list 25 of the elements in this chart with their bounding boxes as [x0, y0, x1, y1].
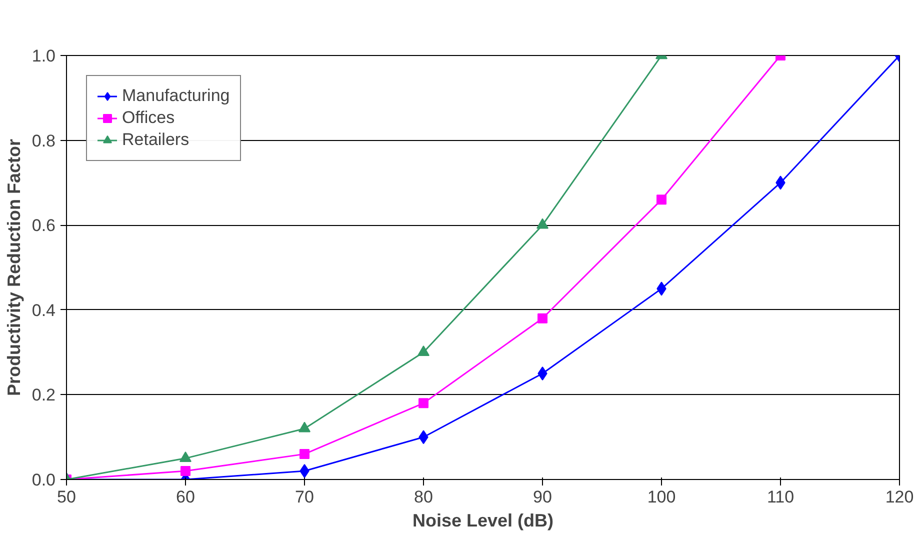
- x-tick-label: 110: [766, 488, 794, 506]
- x-tick-label: 80: [414, 488, 433, 506]
- y-tick-label: 0.2: [32, 386, 56, 405]
- point: [180, 451, 192, 462]
- legend-label: Manufacturing: [122, 86, 230, 106]
- y-tick-label: 0.4: [32, 300, 56, 320]
- y-tick-label: 1.0: [32, 46, 56, 66]
- point: [538, 313, 548, 324]
- x-tick-label: 90: [533, 488, 552, 506]
- y-axis-title: Productivity Reduction Factor: [4, 138, 24, 396]
- y-tick-label: 0.8: [32, 131, 56, 150]
- y-tick-label: 0.6: [32, 216, 56, 236]
- x-tick-label: 120: [885, 488, 914, 506]
- x-tick-label: 100: [647, 488, 676, 506]
- legend-label: Retailers: [122, 130, 190, 150]
- point: [538, 366, 548, 380]
- point: [418, 345, 430, 356]
- legend-label: Offices: [122, 108, 175, 128]
- y-tick-label: 0.0: [32, 470, 56, 490]
- x-axis-title: Noise Level (dB): [412, 510, 554, 530]
- x-tick-label: 50: [57, 488, 76, 506]
- x-tick-label: 70: [295, 488, 314, 506]
- point: [656, 194, 666, 205]
- x-tick-label: 60: [176, 488, 195, 506]
- point: [298, 422, 310, 432]
